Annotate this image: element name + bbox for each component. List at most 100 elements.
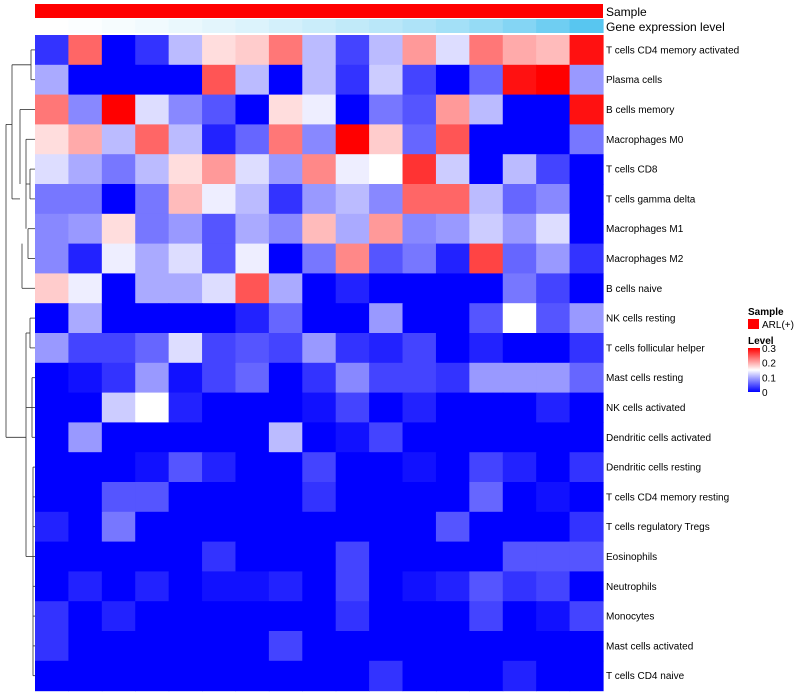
heatmap-cell <box>435 124 470 155</box>
heatmap-cell <box>202 303 237 334</box>
heatmap-cell <box>35 541 70 572</box>
annotation-gene-expression-cell <box>569 19 604 33</box>
heatmap-cell <box>268 333 303 364</box>
heatmap-cell <box>35 511 70 543</box>
heatmap-cell <box>68 64 103 96</box>
heatmap-cell <box>135 482 170 513</box>
row-label: T cells CD4 naive <box>606 671 685 682</box>
heatmap-cell <box>469 422 504 453</box>
heatmap-cell <box>469 601 504 632</box>
heatmap-cell <box>135 541 170 572</box>
row-labels: T cells CD4 memory activated Plasma cells… <box>606 45 739 682</box>
heatmap-cell <box>268 184 303 215</box>
heatmap-cell <box>502 541 537 572</box>
heatmap-cell <box>435 64 470 96</box>
heatmap-cell <box>168 35 203 66</box>
heatmap-cell <box>402 243 437 274</box>
heatmap-cell <box>302 154 337 185</box>
heatmap-cell <box>402 273 437 304</box>
heatmap-cell <box>335 422 370 453</box>
heatmap-cell <box>369 422 404 453</box>
annotation-gene-expression-cell <box>168 19 203 33</box>
heatmap-cell <box>335 213 370 245</box>
heatmap-cell <box>101 213 136 245</box>
heatmap-cell <box>68 631 103 662</box>
annotation-gene-expression-cell <box>202 19 237 33</box>
row-label: Monocytes <box>606 612 654 623</box>
heatmap-cell <box>569 660 604 692</box>
heatmap-cell <box>469 273 504 304</box>
heatmap-cell <box>402 601 437 632</box>
heatmap-cell <box>302 392 337 423</box>
heatmap-cell <box>101 154 136 185</box>
heatmap-cell <box>435 422 470 453</box>
heatmap-cell <box>68 303 103 334</box>
annotation-gene-expression-cell <box>402 19 437 33</box>
heatmap-cell <box>135 35 170 66</box>
row-label: T cells CD4 memory resting <box>606 492 729 503</box>
heatmap-cell <box>502 35 537 66</box>
heatmap-cell <box>68 94 103 125</box>
heatmap-cell <box>101 601 136 632</box>
heatmap-cell <box>302 273 337 304</box>
heatmap-cell <box>168 541 203 572</box>
heatmap-cell <box>402 511 437 543</box>
heatmap-cell <box>202 631 237 662</box>
heatmap-cell <box>35 213 70 245</box>
heatmap-cell <box>235 571 270 602</box>
heatmap-cell <box>402 303 437 334</box>
heatmap-cell <box>101 541 136 572</box>
legend-sample-swatch <box>748 319 759 329</box>
heatmap-cell <box>402 35 437 66</box>
heatmap-cell <box>202 392 237 423</box>
heatmap-cell <box>101 631 136 662</box>
heatmap-cell <box>135 660 170 692</box>
heatmap-cell <box>569 213 604 245</box>
heatmap-cell <box>402 213 437 245</box>
heatmap-cell <box>135 333 170 364</box>
heatmap-cell <box>335 362 370 394</box>
legend-level-colorbar <box>748 348 760 392</box>
heatmap-cell <box>268 64 303 96</box>
heatmap-cell <box>235 482 270 513</box>
heatmap-cell <box>101 35 136 66</box>
heatmap-cell <box>502 631 537 662</box>
heatmap-cell <box>469 64 504 96</box>
heatmap-cell <box>536 64 571 96</box>
heatmap-cell <box>369 362 404 394</box>
heatmap-cell <box>536 541 571 572</box>
heatmap-cell <box>435 482 470 513</box>
heatmap-cell <box>68 362 103 394</box>
row-label: NK cells resting <box>606 314 675 325</box>
heatmap-cell <box>369 94 404 125</box>
heatmap-cell <box>101 511 136 543</box>
heatmap-cell <box>435 452 470 483</box>
heatmap-cell <box>402 154 437 185</box>
heatmap-cell <box>68 184 103 215</box>
heatmap-cell <box>469 94 504 125</box>
heatmap-cell <box>135 213 170 245</box>
heatmap-cell <box>168 422 203 453</box>
heatmap-cell <box>135 631 170 662</box>
heatmap-cell <box>135 154 170 185</box>
heatmap-cell <box>435 184 470 215</box>
heatmap-cell <box>569 273 604 304</box>
heatmap-cell <box>469 452 504 483</box>
heatmap-cell <box>502 124 537 155</box>
heatmap-cell <box>68 511 103 543</box>
heatmap-cell <box>502 392 537 423</box>
heatmap-cell <box>235 511 270 543</box>
heatmap-cell <box>168 362 203 394</box>
heatmap-cell <box>569 362 604 394</box>
row-label: Dendritic cells resting <box>606 463 701 474</box>
heatmap-cell <box>202 333 237 364</box>
heatmap-cell <box>235 64 270 96</box>
heatmap-cell <box>101 64 136 96</box>
heatmap-cell <box>335 571 370 602</box>
heatmap-cell <box>235 243 270 274</box>
heatmap-cell <box>235 35 270 66</box>
heatmap-cell <box>435 660 470 692</box>
heatmap-cell <box>268 303 303 334</box>
heatmap-cells <box>35 35 604 692</box>
